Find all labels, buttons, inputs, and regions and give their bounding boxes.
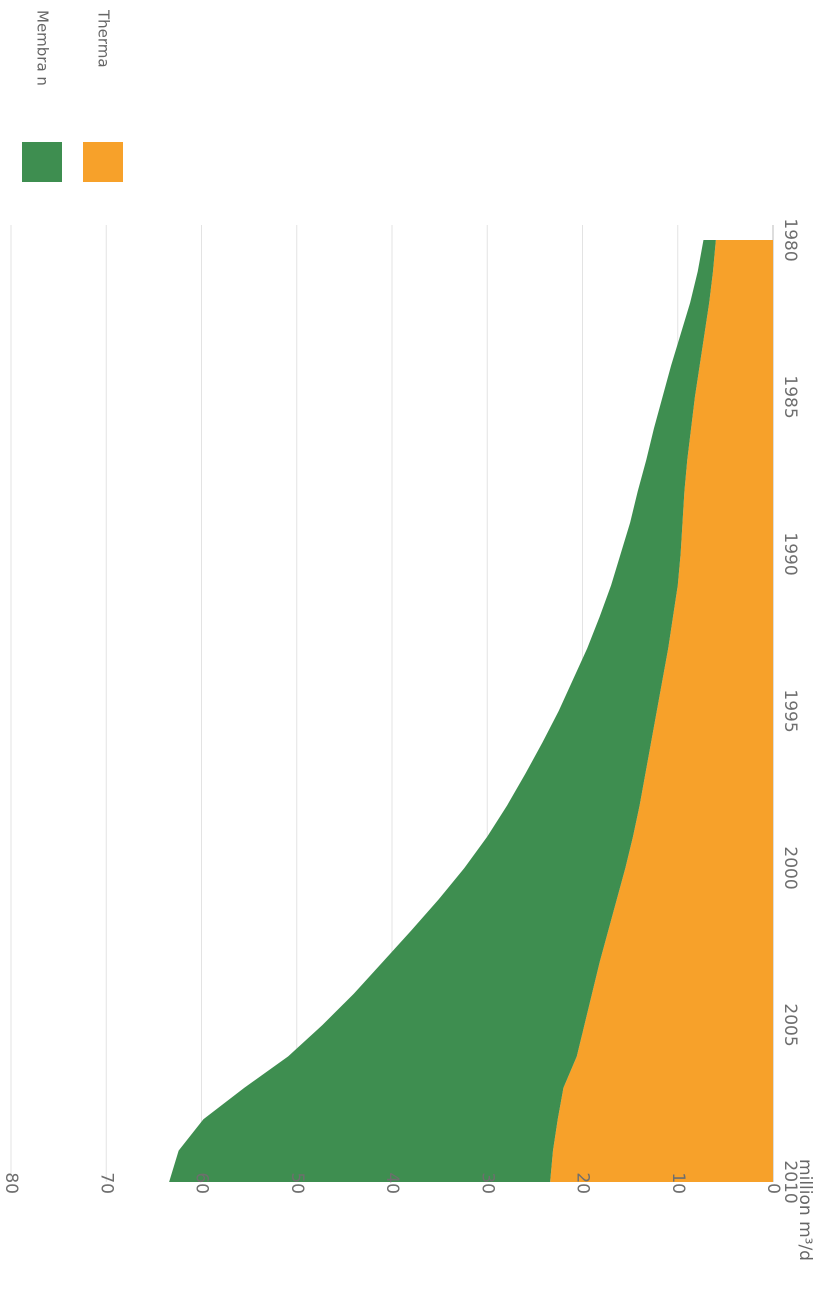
x-tick-label: 1980 (780, 218, 800, 261)
y-tick-label: 20 (573, 1172, 593, 1194)
x-tick-label: 1990 (780, 532, 800, 575)
x-axis-ticks: 1980 1985 1990 1995 2000 2005 2010 (780, 218, 800, 1203)
y-tick-label: 80 (1, 1172, 21, 1194)
x-tick-label: 2005 (780, 1003, 800, 1046)
legend-label: Membra n (34, 10, 52, 86)
y-tick-label: 40 (382, 1172, 402, 1194)
y-tick-label: 30 (477, 1172, 497, 1194)
x-tick-label: 1985 (780, 375, 800, 418)
legend-swatch (83, 142, 123, 182)
area-series-membrane (169, 240, 716, 1182)
x-tick-label: 2000 (780, 846, 800, 889)
y-axis-label: million m³/d (795, 1159, 814, 1261)
stacked-areas (169, 240, 773, 1182)
y-tick-label: 50 (287, 1172, 307, 1194)
y-tick-label: 60 (192, 1172, 212, 1194)
y-tick-label: 10 (668, 1172, 688, 1194)
area-series-thermal (550, 240, 773, 1182)
y-axis-ticks: 0 10 20 30 40 50 60 70 80 (1, 1172, 783, 1194)
y-tick-label: 0 (763, 1183, 783, 1194)
x-tick-label: 2010 (780, 1160, 800, 1203)
legend-swatch (22, 142, 62, 182)
legend: Membra n Therma (22, 9, 123, 182)
x-tick-label: 1995 (780, 689, 800, 732)
legend-label: Therma (95, 9, 113, 68)
y-tick-label: 70 (96, 1172, 116, 1194)
